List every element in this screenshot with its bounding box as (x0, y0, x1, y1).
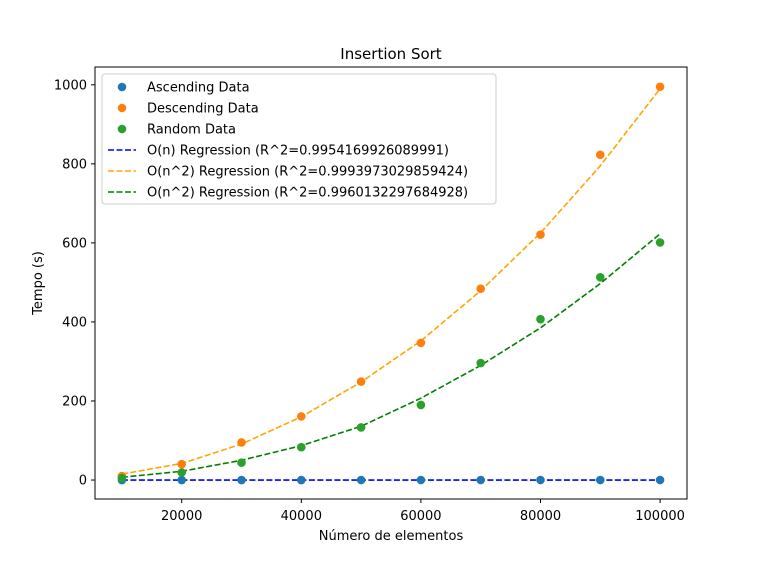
legend-entry: Descending Data (147, 102, 259, 117)
x-tick-label: 40000 (281, 509, 322, 524)
random-data-point (595, 272, 605, 282)
y-tick-label: 200 (62, 394, 87, 409)
x-axis: 20000 40000 60000 80000 100000 (161, 499, 685, 524)
descending-data-point (416, 338, 426, 348)
random-data-point (536, 314, 545, 324)
random-data-point (237, 458, 246, 467)
legend-marker (117, 124, 127, 134)
series-line-5 (121, 233, 661, 479)
ascending-data-point (297, 475, 306, 485)
x-tick-label: 100000 (635, 509, 685, 524)
x-tick-label: 80000 (520, 509, 561, 524)
y-tick-label: 800 (62, 157, 87, 172)
ascending-data-point (177, 475, 187, 485)
ascending-data-point (356, 475, 366, 485)
ascending-data-point (536, 475, 545, 485)
y-axis-label: Tempo (s) (31, 251, 46, 316)
chart-title: Insertion Sort (340, 45, 442, 63)
descending-data-point (237, 438, 246, 447)
y-tick-label: 400 (62, 315, 87, 330)
legend-entry: Ascending Data (147, 81, 250, 96)
legend-entry: O(n) Regression (R^2=0.9954169926089991) (147, 144, 449, 159)
descending-data-point (476, 284, 486, 294)
legend-marker (117, 82, 127, 92)
series-line-4 (121, 88, 661, 475)
ascending-data-point (416, 475, 426, 485)
random-data-point (356, 423, 366, 432)
descending-data-point (536, 230, 545, 239)
descending-data-point (595, 150, 605, 160)
y-tick-label: 1000 (54, 78, 87, 93)
random-data-point (297, 442, 306, 452)
y-tick-label: 0 (79, 474, 87, 489)
random-data-point (655, 238, 665, 247)
ascending-data-point (237, 475, 246, 485)
legend-box (101, 73, 497, 205)
descending-data-point (356, 377, 366, 386)
random-data-point (416, 400, 426, 410)
legend-entry: O(n^2) Regression (R^2=0.996013229768492… (147, 186, 468, 201)
random-data-point (476, 358, 486, 368)
x-tick-label: 20000 (161, 509, 202, 524)
legend-marker (117, 103, 127, 113)
ascending-data-point (476, 475, 486, 485)
legend: Ascending Data Descending Data Random Data… (101, 73, 497, 205)
random-data-point (117, 473, 127, 483)
plot-series (117, 82, 665, 485)
x-axis-label: Número de elementos (319, 529, 464, 544)
legend-entry: O(n^2) Regression (R^2=0.999397302985942… (147, 165, 468, 180)
random-data-point (177, 468, 187, 477)
ascending-data-point (595, 475, 605, 485)
descending-data-point (177, 459, 187, 469)
descending-data-point (297, 412, 306, 421)
legend-entry: Random Data (147, 123, 236, 138)
descending-data-point (655, 82, 665, 92)
y-tick-label: 600 (62, 236, 87, 251)
plot-frame (94, 66, 688, 500)
x-tick-label: 60000 (400, 509, 441, 524)
y-axis: 0 200 400 600 800 1000 (54, 78, 95, 489)
ascending-data-point (655, 475, 665, 485)
